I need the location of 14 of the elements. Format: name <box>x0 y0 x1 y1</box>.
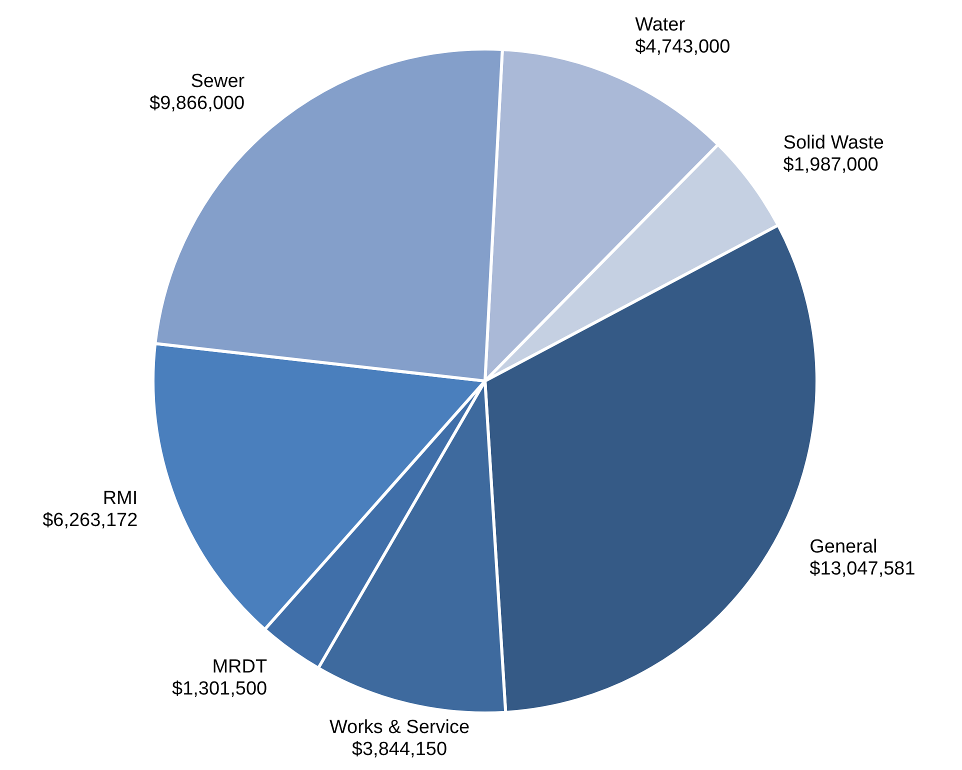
slice-label: MRDT <box>212 656 268 678</box>
data-label: $9,866,000 <box>150 93 245 114</box>
data-label: $6,263,172 <box>42 510 138 532</box>
slice-label: Sewer <box>190 71 246 92</box>
data-label: $1,301,500 <box>172 678 268 700</box>
data-label: $4,743,000 <box>635 36 730 58</box>
slice-label: General <box>810 536 878 558</box>
slice-label: Works & Service <box>329 717 470 738</box>
data-label: $1,987,000 <box>783 154 878 176</box>
slice-label: Water <box>635 14 686 36</box>
slice-label: RMI <box>102 488 138 510</box>
slice-label: Solid Waste <box>783 132 884 154</box>
data-label: $3,844,150 <box>352 739 448 760</box>
data-label: $13,047,581 <box>810 558 916 580</box>
